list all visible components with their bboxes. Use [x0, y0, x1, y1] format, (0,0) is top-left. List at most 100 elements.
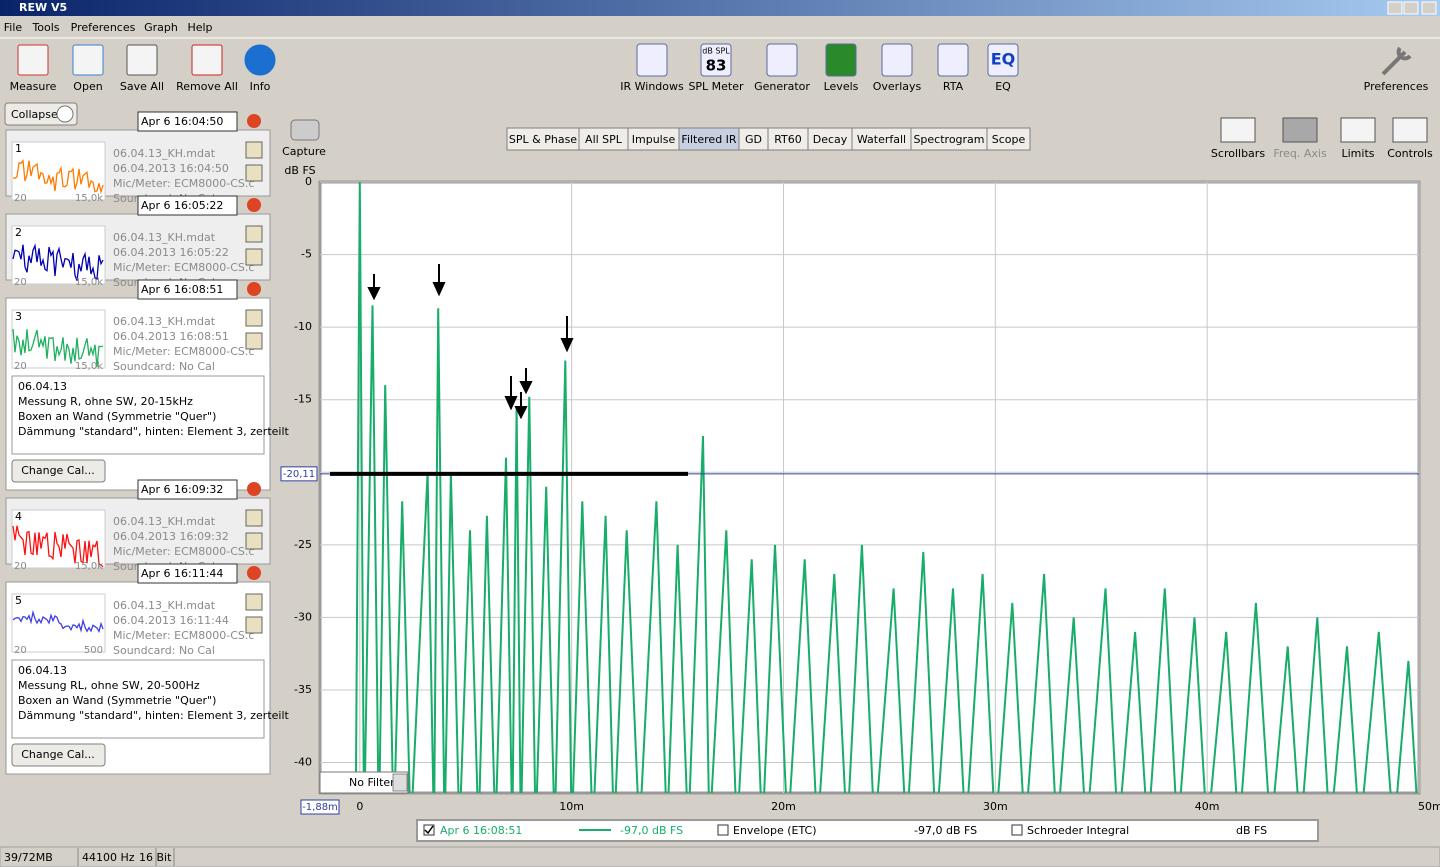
- tool-label[interactable]: IR Windows: [620, 80, 684, 93]
- tool-label[interactable]: SPL Meter: [688, 80, 744, 93]
- toolbar-label[interactable]: Save All: [120, 80, 164, 93]
- name-field[interactable]: [137, 279, 238, 300]
- toolbar-label[interactable]: Info: [250, 80, 271, 93]
- card-icon[interactable]: [245, 509, 263, 527]
- measurement-mic: Mic/Meter: ECM8000-CS.c: [113, 629, 254, 642]
- graph-tool-icon[interactable]: [1340, 117, 1376, 143]
- note-line: Messung RL, ohne SW, 20-500Hz: [18, 679, 200, 692]
- maximize-button[interactable]: [1403, 1, 1419, 15]
- card-icon[interactable]: [245, 532, 263, 550]
- graph-tab-label[interactable]: Impulse: [632, 133, 676, 146]
- menu-item[interactable]: Tools: [31, 21, 59, 34]
- menu-item[interactable]: Graph: [144, 21, 178, 34]
- menu-item[interactable]: Preferences: [71, 21, 136, 34]
- measurement-name[interactable]: Apr 6 16:08:51: [141, 283, 223, 296]
- tool-icon[interactable]: [636, 43, 668, 77]
- toolbar-label[interactable]: Open: [73, 80, 102, 93]
- tool-label[interactable]: Overlays: [873, 80, 922, 93]
- measurement-name[interactable]: Apr 6 16:05:22: [141, 199, 223, 212]
- tool-label[interactable]: Generator: [754, 80, 810, 93]
- filter-label[interactable]: No Filter: [349, 776, 395, 789]
- graph-tab-label[interactable]: Decay: [813, 133, 848, 146]
- graph-tool-icon[interactable]: [1392, 117, 1428, 143]
- filter-dropdown[interactable]: [319, 771, 409, 794]
- preferences-icon[interactable]: [1381, 46, 1412, 76]
- remove-button[interactable]: [247, 282, 261, 296]
- note-line: Boxen an Wand (Symmetrie "Quer"): [18, 410, 216, 423]
- toolbar-icon[interactable]: [126, 44, 158, 76]
- remove-button[interactable]: [247, 566, 261, 580]
- change-cal-button[interactable]: [11, 743, 106, 767]
- preferences-label[interactable]: Preferences: [1364, 80, 1429, 93]
- capture-label[interactable]: Capture: [282, 145, 326, 158]
- tool-label[interactable]: EQ: [995, 80, 1011, 93]
- tool-icon[interactable]: [700, 43, 732, 77]
- remove-button[interactable]: [247, 198, 261, 212]
- measurement-index: 4: [15, 510, 22, 523]
- remove-button[interactable]: [247, 482, 261, 496]
- tool-label[interactable]: Levels: [824, 80, 859, 93]
- x-tick-label: 10m: [559, 800, 584, 813]
- collapse-label[interactable]: Collapse: [11, 108, 58, 121]
- close-button[interactable]: [1421, 1, 1437, 15]
- graph-tab-label[interactable]: Scope: [992, 133, 1026, 146]
- measurement-name[interactable]: Apr 6 16:11:44: [141, 567, 223, 580]
- tool-icon[interactable]: [766, 43, 798, 77]
- toolbar-label[interactable]: Remove All: [176, 80, 238, 93]
- measurement-name[interactable]: Apr 6 16:04:50: [141, 115, 223, 128]
- toolbar-icon[interactable]: [72, 44, 104, 76]
- plot-area: [318, 180, 1421, 795]
- checkmark: [424, 825, 434, 835]
- graph-tab-label[interactable]: RT60: [774, 133, 802, 146]
- minimize-button[interactable]: [1387, 1, 1403, 15]
- graph-tool-label[interactable]: Limits: [1342, 147, 1375, 160]
- toolbar-icon[interactable]: [244, 44, 276, 76]
- tool-icon[interactable]: [825, 43, 857, 77]
- graph-tab-label[interactable]: Filtered IR: [681, 133, 736, 146]
- card-icon[interactable]: [245, 616, 263, 634]
- name-field[interactable]: [137, 111, 238, 132]
- card-icon[interactable]: [245, 141, 263, 159]
- measurement-index: 3: [15, 310, 22, 323]
- tool-icon[interactable]: [987, 43, 1019, 77]
- measurement-file: 06.04.13_KH.mdat: [113, 515, 216, 528]
- name-field[interactable]: [137, 563, 238, 584]
- name-field[interactable]: [137, 479, 238, 500]
- remove-button[interactable]: [247, 114, 261, 128]
- change-cal-button[interactable]: [11, 459, 106, 483]
- graph-tab[interactable]: [986, 127, 1031, 151]
- status-item: 16 Bit: [139, 851, 172, 864]
- graph-tool-label[interactable]: Scrollbars: [1211, 147, 1265, 160]
- card-icon[interactable]: [245, 225, 263, 243]
- menu-item[interactable]: File: [4, 21, 23, 34]
- graph-tab-label[interactable]: GD: [745, 133, 762, 146]
- legend-checkbox[interactable]: [1011, 824, 1023, 836]
- menu-item[interactable]: Help: [187, 21, 212, 34]
- measurement-index: 1: [15, 142, 22, 155]
- graph-tool-label[interactable]: Controls: [1387, 147, 1433, 160]
- graph-tab-label[interactable]: Spectrogram: [913, 133, 984, 146]
- change-cal-label[interactable]: Change Cal...: [21, 464, 95, 477]
- tool-icon[interactable]: [881, 43, 913, 77]
- legend-checkbox[interactable]: [717, 824, 729, 836]
- card-icon[interactable]: [245, 309, 263, 327]
- card-icon[interactable]: [245, 593, 263, 611]
- toolbar-icon[interactable]: [17, 44, 49, 76]
- capture-icon[interactable]: [290, 119, 320, 141]
- graph-tab-label[interactable]: Waterfall: [857, 133, 906, 146]
- graph-tab-label[interactable]: SPL & Phase: [509, 133, 577, 146]
- tool-icon[interactable]: [937, 43, 969, 77]
- graph-tool-icon[interactable]: [1220, 117, 1256, 143]
- card-icon[interactable]: [245, 332, 263, 350]
- dropdown-arrow[interactable]: [392, 773, 408, 792]
- measurement-name[interactable]: Apr 6 16:09:32: [141, 483, 223, 496]
- legend-checkbox[interactable]: [423, 824, 435, 836]
- graph-tab-label[interactable]: All SPL: [585, 133, 623, 146]
- toolbar-label[interactable]: Measure: [10, 80, 57, 93]
- card-icon[interactable]: [245, 248, 263, 266]
- name-field[interactable]: [137, 195, 238, 216]
- tool-label[interactable]: RTA: [943, 80, 964, 93]
- card-icon[interactable]: [245, 164, 263, 182]
- toolbar-icon[interactable]: [191, 44, 223, 76]
- change-cal-label[interactable]: Change Cal...: [21, 748, 95, 761]
